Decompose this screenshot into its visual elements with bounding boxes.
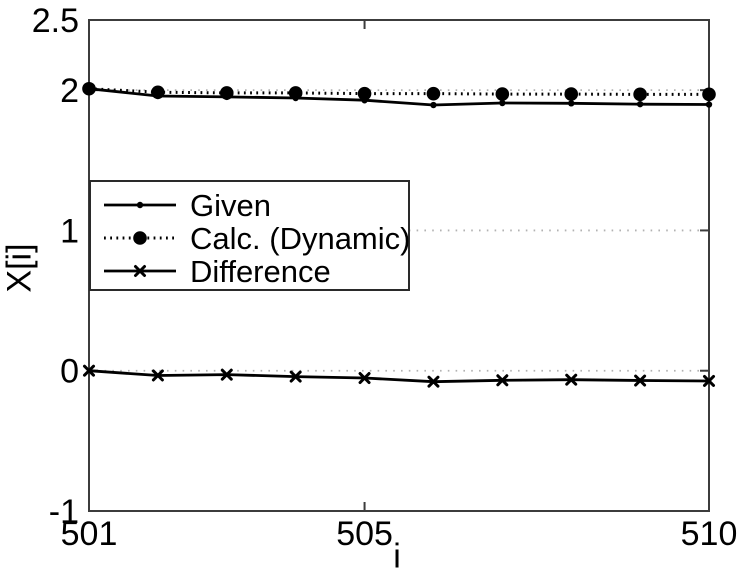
marker-dot-large bbox=[151, 85, 165, 100]
marker-dot-large bbox=[288, 86, 303, 100]
marker-x bbox=[151, 369, 164, 382]
legend-entry-calc-dynamic: Calc. (Dynamic) bbox=[104, 221, 410, 256]
marker-x bbox=[83, 364, 95, 377]
series-line bbox=[88, 369, 710, 384]
marker-dot-small bbox=[499, 99, 506, 107]
marker-dot-large bbox=[633, 87, 647, 102]
marker-x bbox=[703, 374, 715, 387]
legend-entry-given: Given bbox=[104, 188, 271, 223]
x-axis-label: i bbox=[393, 537, 401, 576]
y-tick-labels: 2.5 2 1 0 -1 bbox=[32, 2, 79, 531]
legend-label: Given bbox=[190, 188, 271, 223]
marker-dot-small bbox=[705, 101, 713, 108]
y-tick-label-0: 0 bbox=[60, 353, 79, 391]
series-difference bbox=[83, 364, 715, 388]
marker-dot-small bbox=[568, 100, 575, 107]
marker-dot-small bbox=[136, 201, 144, 209]
marker-dot-large bbox=[133, 231, 147, 245]
marker-x bbox=[565, 373, 578, 386]
marker-dot-large bbox=[495, 87, 510, 101]
marker-dot-large bbox=[426, 86, 441, 101]
series-calc-dynamic bbox=[82, 81, 716, 102]
marker-x bbox=[289, 370, 302, 383]
y-axis-label: X[i] bbox=[0, 243, 39, 293]
marker-x bbox=[496, 374, 509, 387]
marker-dot-large bbox=[219, 86, 234, 100]
legend-entry-difference: Difference bbox=[104, 254, 331, 289]
legend-label: Calc. (Dynamic) bbox=[190, 221, 410, 256]
marker-dot-large bbox=[702, 87, 716, 102]
marker-dot-large bbox=[82, 81, 96, 96]
series-line bbox=[88, 87, 709, 96]
marker-x bbox=[134, 265, 146, 277]
x-tick-label-505: 505 bbox=[336, 515, 393, 553]
y-tick-label--1: -1 bbox=[49, 493, 79, 531]
y-tick-label-2.5: 2.5 bbox=[32, 2, 79, 40]
y-tick-label-1: 1 bbox=[60, 212, 79, 250]
marker-x bbox=[427, 375, 440, 388]
x-tick-labels: 501 505 510 bbox=[61, 515, 738, 553]
series-given bbox=[85, 85, 713, 109]
marker-x bbox=[358, 372, 371, 385]
x-tick-label-501: 501 bbox=[61, 515, 118, 553]
marker-dot-small bbox=[430, 101, 437, 109]
y-tick-label-2: 2 bbox=[60, 72, 79, 110]
marker-dot-small bbox=[636, 100, 644, 108]
marker-dot-large bbox=[357, 86, 372, 101]
marker-x bbox=[220, 368, 233, 381]
legend-label: Difference bbox=[190, 254, 331, 289]
x-tick-label-510: 510 bbox=[681, 515, 738, 553]
marker-dot-large bbox=[564, 87, 579, 101]
marker-x bbox=[634, 374, 647, 387]
series-line bbox=[88, 87, 710, 107]
